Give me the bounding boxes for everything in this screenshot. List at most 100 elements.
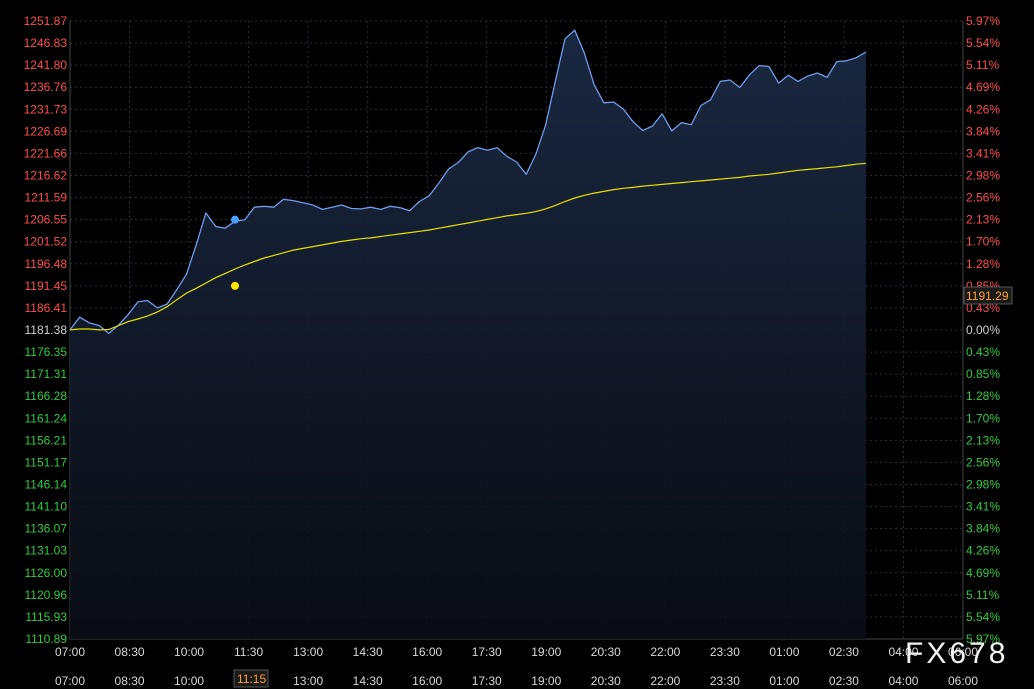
price-tick-label: 1110.89 [25,632,67,646]
time-tick-label: 17:30 [472,645,502,659]
percent-tick-label: 0.43% [966,345,1000,359]
price-tick-label: 1146.14 [25,478,68,492]
price-tick-label: 1216.62 [24,169,68,183]
percent-tick-label: 5.97% [966,14,1000,28]
price-tick-label: 1191.45 [25,279,68,293]
time-tick-label-bottom: 20:30 [591,674,621,688]
price-tick-label: 1201.52 [24,235,68,249]
time-tick-label: 22:00 [650,645,680,659]
price-tick-label: 1196.48 [25,257,68,271]
price-tick-label: 1161.24 [25,411,68,425]
price-tick-label: 1176.35 [25,345,68,359]
time-tick-label: 13:00 [293,645,323,659]
percent-tick-label: 3.41% [966,146,1000,160]
crosshair-markers [231,215,240,290]
price-tick-label: 1171.31 [25,367,68,381]
percent-tick-label: 5.54% [966,36,1000,50]
time-tick-label: 08:30 [115,645,145,659]
time-tick-label: 01:00 [769,645,799,659]
average-line [69,162,866,331]
price-line [69,29,867,335]
percent-tick-label: 4.26% [966,102,1000,116]
time-tick-label-bottom: 07:00 [55,674,85,688]
price-tick-label: 1126.00 [25,566,68,580]
time-tick-label: 11:30 [234,645,263,659]
percent-tick-label: 5.54% [966,610,1000,624]
price-area-fill [70,30,866,640]
price-tick-label: 1120.96 [25,588,68,602]
percent-tick-label: 3.84% [966,522,1000,536]
price-tick-label: 1221.66 [24,146,68,160]
price-tick-label: 1141.10 [25,500,68,514]
time-tick-label: 14:30 [353,645,383,659]
price-tick-label: 1181.38 [25,323,68,337]
percent-tick-label: 5.11% [966,588,999,602]
time-tick-label-bottom: 10:00 [174,674,204,688]
price-tick-label: 1151.17 [25,455,68,469]
price-tick-label: 1226.69 [24,124,68,138]
time-tick-label-bottom: 01:00 [769,674,799,688]
price-tick-label: 1211.59 [25,191,68,205]
price-tick-label: 1236.76 [24,80,68,94]
series-lines [69,29,867,335]
price-tick-label: 1115.93 [25,610,67,624]
percent-tick-label: 1.70% [966,411,1000,425]
percent-tick-label: 1.70% [966,235,1000,249]
time-tick-label: 23:30 [710,645,740,659]
time-tick-label: 04:00 [888,645,918,659]
crosshair-price-tag: 1191.29 [963,286,1013,305]
price-axis: 1251.87 1246.83 1241.80 1236.76 1231.73 1226.… [24,14,68,646]
percent-tick-label: 3.41% [966,500,1000,514]
percent-tick-label: 4.69% [966,566,1000,580]
time-tick-label-bottom: 06:00 [948,674,978,688]
average-marker-dot [231,281,240,290]
percent-tick-label: 0.85% [966,367,1000,381]
time-tick-label-bottom: 13:00 [293,674,323,688]
watermark-logo: FX678 [905,637,1008,670]
time-axis: 07:00 08:30 10:00 11:30 13:00 14:30 16:00 17:30… [55,645,978,659]
time-tick-label-bottom: 19:00 [531,674,561,688]
crosshair-time-tag: 11:15 [233,669,269,688]
crosshair-time-label: 11:15 [237,672,266,686]
price-tick-label: 1246.83 [24,36,68,50]
time-tick-label-bottom: 08:30 [115,674,145,688]
price-tick-label: 1206.55 [24,213,68,227]
percent-tick-label: 0.00% [966,323,1000,337]
time-tick-label: 06:00 [948,645,978,659]
price-tick-label: 1156.21 [25,433,68,447]
time-tick-label-bottom: 02:30 [829,674,859,688]
price-marker-dot [231,215,240,224]
percent-tick-label: 1.28% [966,389,1000,403]
time-tick-label-bottom: 22:00 [650,674,680,688]
price-tick-label: 1136.07 [25,522,68,536]
price-tick-label: 1231.73 [24,102,68,116]
time-tick-label-bottom: 16:00 [412,674,442,688]
price-tick-label: 1251.87 [24,14,68,28]
time-tick-label: 02:30 [829,645,859,659]
time-tick-label-bottom: 14:30 [353,674,383,688]
crosshair-price-label: 1191.29 [966,289,1009,303]
price-tick-label: 1131.03 [25,544,68,558]
time-tick-label-bottom: 23:30 [710,674,740,688]
percent-tick-label: 2.13% [966,213,1000,227]
time-tick-label: 19:00 [531,645,561,659]
time-tick-label: 10:00 [174,645,204,659]
time-tick-label-bottom: 04:00 [888,674,918,688]
price-tick-label: 1241.80 [24,58,68,72]
percent-tick-label: 3.84% [966,124,1000,138]
percent-tick-label: 2.56% [966,455,1000,469]
time-tick-label: 07:00 [55,645,85,659]
percent-tick-label: 5.97% [966,632,1000,646]
percent-tick-label: 5.11% [966,58,999,72]
time-tick-label-bottom: 17:30 [472,674,502,688]
percent-tick-label: 2.98% [966,478,1000,492]
time-tick-label: 16:00 [412,645,442,659]
time-tick-label: 20:30 [591,645,621,659]
percent-tick-label: 1.28% [966,257,1000,271]
price-area [70,30,866,640]
percent-tick-label: 4.69% [966,80,1000,94]
percent-tick-label: 2.13% [966,433,1000,447]
price-tick-label: 1166.28 [25,389,68,403]
percent-tick-label: 2.98% [966,169,1000,183]
